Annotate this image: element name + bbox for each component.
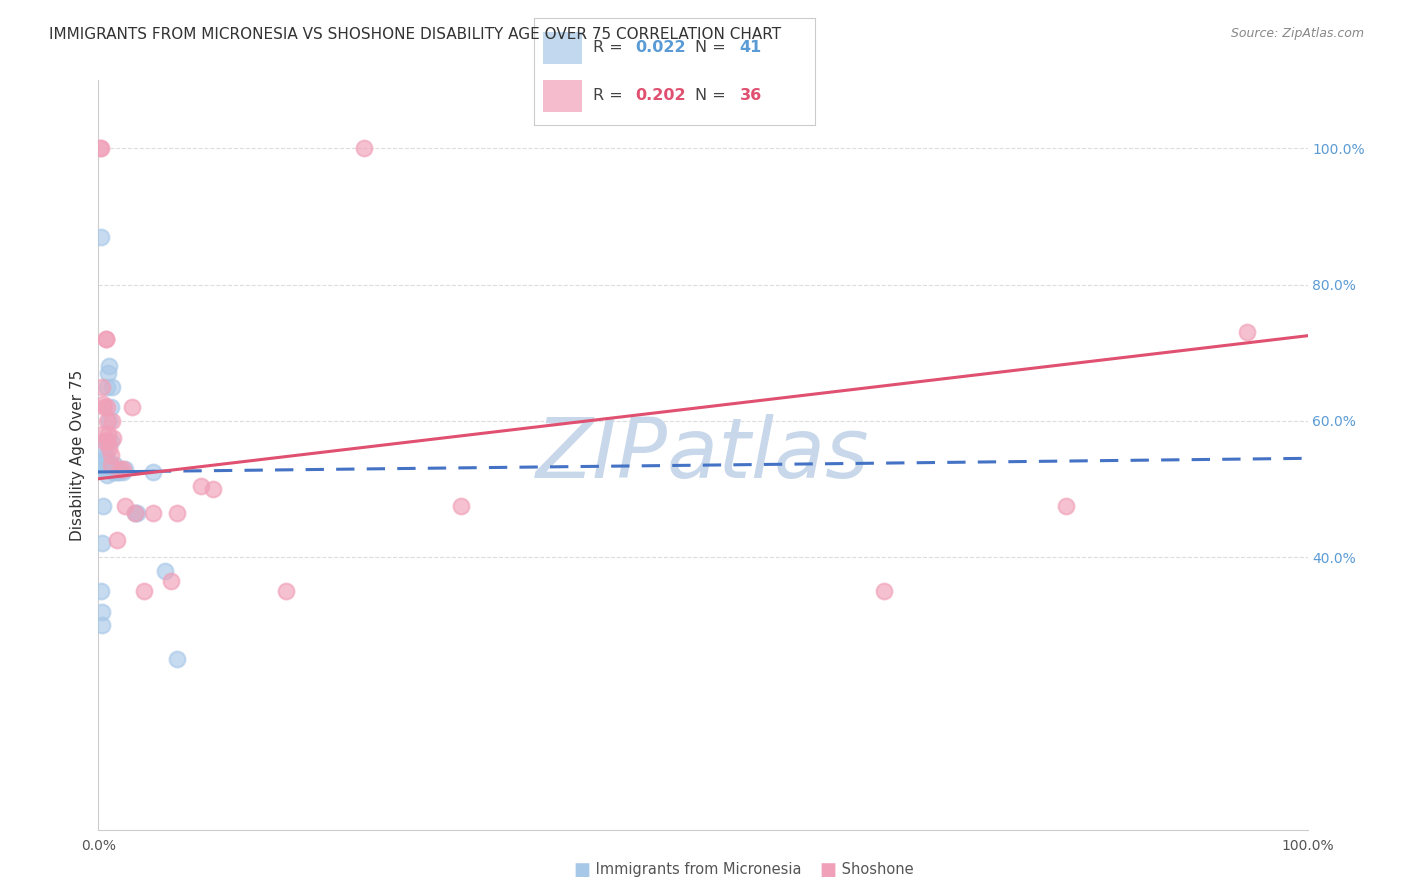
Point <box>96 380 118 394</box>
Point <box>190 478 212 492</box>
Point <box>91 380 114 394</box>
Point <box>100 401 122 415</box>
Point <box>142 465 165 479</box>
Text: 0.022: 0.022 <box>636 40 686 55</box>
Point <box>134 584 156 599</box>
Point <box>91 397 114 411</box>
Text: 41: 41 <box>740 40 762 55</box>
Point <box>96 414 118 428</box>
Point <box>98 414 121 428</box>
Text: 36: 36 <box>740 88 762 103</box>
Point <box>353 141 375 155</box>
Text: N =: N = <box>695 40 731 55</box>
Text: Immigrants from Micronesia: Immigrants from Micronesia <box>591 863 801 877</box>
Point <box>127 506 149 520</box>
Point <box>111 465 134 479</box>
Point <box>100 434 122 449</box>
Point <box>93 461 115 475</box>
Point <box>91 618 114 632</box>
Point <box>124 506 146 520</box>
Point <box>94 332 117 346</box>
Text: IMMIGRANTS FROM MICRONESIA VS SHOSHONE DISABILITY AGE OVER 75 CORRELATION CHART: IMMIGRANTS FROM MICRONESIA VS SHOSHONE D… <box>49 27 782 42</box>
Point <box>153 564 176 578</box>
Text: N =: N = <box>695 88 731 103</box>
Point <box>97 366 120 380</box>
Text: Source: ZipAtlas.com: Source: ZipAtlas.com <box>1230 27 1364 40</box>
Bar <box>543 80 582 112</box>
Point <box>105 533 128 547</box>
Point <box>89 461 111 475</box>
Point <box>166 652 188 666</box>
Point <box>97 434 120 449</box>
Point <box>160 574 183 588</box>
Point <box>93 455 115 469</box>
Point <box>91 455 114 469</box>
Point <box>101 431 124 445</box>
Point <box>108 461 131 475</box>
Point <box>124 506 146 520</box>
Point <box>93 434 115 449</box>
Point <box>89 141 111 155</box>
Point <box>96 461 118 475</box>
Point <box>108 465 131 479</box>
Point <box>90 230 112 244</box>
Point <box>96 451 118 466</box>
Point <box>96 455 118 469</box>
Point <box>166 506 188 520</box>
Text: ■: ■ <box>574 861 591 879</box>
Point <box>97 455 120 469</box>
Text: Shoshone: Shoshone <box>837 863 912 877</box>
Text: ■: ■ <box>820 861 837 879</box>
Point <box>450 499 472 513</box>
Text: ZIPatlas: ZIPatlas <box>536 415 870 495</box>
Point <box>107 461 129 475</box>
Point <box>101 465 124 479</box>
Point <box>142 506 165 520</box>
Point <box>93 441 115 455</box>
Text: R =: R = <box>593 88 628 103</box>
Point <box>96 468 118 483</box>
Point <box>274 584 297 599</box>
Point <box>100 414 122 428</box>
Point <box>97 427 120 442</box>
Point <box>96 401 118 415</box>
Point <box>90 584 112 599</box>
Point <box>121 401 143 415</box>
Point <box>111 461 134 475</box>
Point <box>94 448 117 462</box>
Point <box>104 458 127 472</box>
Point <box>91 536 114 550</box>
Text: 0.202: 0.202 <box>636 88 686 103</box>
Point <box>1054 499 1077 513</box>
Point <box>873 584 896 599</box>
Point <box>91 427 114 442</box>
Y-axis label: Disability Age Over 75: Disability Age Over 75 <box>69 369 84 541</box>
Point <box>98 441 121 455</box>
Point <box>114 461 136 475</box>
Point <box>94 461 117 475</box>
Point <box>100 458 122 472</box>
Point <box>202 482 225 496</box>
Bar <box>543 32 582 64</box>
Point <box>100 448 122 462</box>
Point <box>94 332 117 346</box>
Point <box>100 380 122 394</box>
Point <box>114 499 136 513</box>
Point <box>105 465 128 479</box>
Point <box>1236 326 1258 340</box>
Point <box>93 401 115 415</box>
Point <box>98 359 121 374</box>
Point <box>91 499 114 513</box>
Point <box>94 434 117 449</box>
Point <box>90 141 112 155</box>
Point <box>103 465 125 479</box>
Point <box>94 461 117 475</box>
Point <box>91 605 114 619</box>
Text: R =: R = <box>593 40 628 55</box>
Point <box>97 461 120 475</box>
